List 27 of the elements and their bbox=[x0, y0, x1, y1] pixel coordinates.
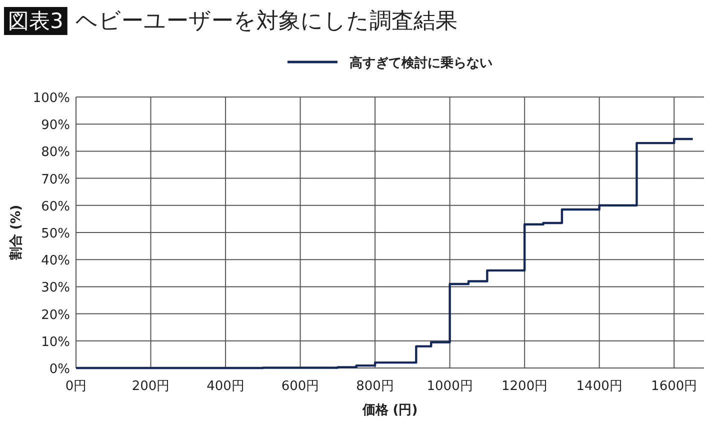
x-tick-label: 1000円 bbox=[426, 379, 473, 394]
x-tick-label: 0円 bbox=[65, 379, 87, 394]
y-tick-label: 10% bbox=[41, 334, 70, 350]
y-tick-label: 80% bbox=[41, 145, 70, 160]
x-tick-label: 1200円 bbox=[502, 379, 548, 394]
x-tick-label: 400円 bbox=[206, 379, 244, 394]
x-tick-label: 800円 bbox=[356, 379, 394, 394]
y-axis-title: 割合 (%) bbox=[8, 204, 24, 262]
x-axis-title: 価格 (円) bbox=[361, 403, 418, 418]
chart-title: 図表3 bbox=[8, 9, 64, 33]
y-tick-label: 100% bbox=[32, 91, 70, 106]
y-tick-label: 0% bbox=[49, 362, 70, 377]
y-tick-label: 40% bbox=[41, 254, 70, 269]
legend: 高すぎて検討に乗らない bbox=[288, 56, 492, 71]
y-tick-label: 60% bbox=[41, 199, 70, 214]
y-tick-label: 30% bbox=[41, 280, 70, 296]
y-tick-label: 50% bbox=[41, 226, 70, 242]
title-badge: 図表3 bbox=[4, 7, 68, 35]
x-tick-label: 600円 bbox=[281, 379, 320, 394]
x-tick-label: 1600円 bbox=[651, 379, 698, 394]
y-tick-label: 90% bbox=[41, 118, 70, 134]
y-tick-label: 70% bbox=[41, 172, 70, 188]
x-tick-label: 1400円 bbox=[576, 379, 622, 394]
legend-label: 高すぎて検討に乗らない bbox=[350, 55, 492, 71]
x-tick-label: 200円 bbox=[132, 379, 170, 394]
y-tick-label: 20% bbox=[41, 308, 70, 323]
chart-subtitle: ヘビーユーザーを対象にした調査結果 bbox=[75, 9, 458, 34]
